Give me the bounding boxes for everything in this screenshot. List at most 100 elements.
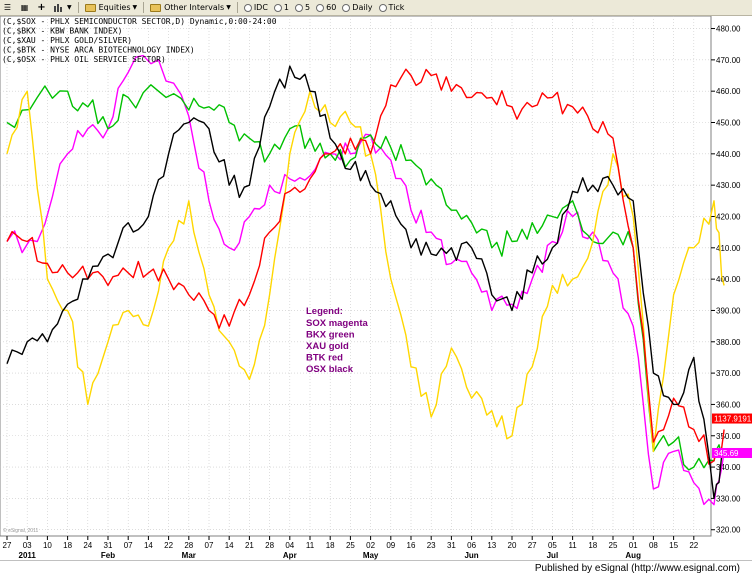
x-tick-label: 08	[649, 541, 658, 550]
interval-label: Daily	[352, 3, 373, 12]
interval-label: 5	[305, 3, 311, 12]
y-tick-label: 460.00	[716, 87, 741, 96]
month-label: Feb	[101, 551, 115, 560]
footer: Published by eSignal (http://www.esignal…	[0, 560, 752, 576]
price-tag-box	[712, 447, 752, 458]
month-label: Jun	[464, 551, 478, 560]
month-label: Apr	[283, 551, 297, 560]
chart-area[interactable]: 480.00 470.00 460.00 450.00 440.00 430.00 420.…	[0, 16, 752, 560]
watermark: © eSignal, 2011	[3, 527, 39, 534]
x-tick-label: 02	[366, 541, 375, 550]
interval-option-tick[interactable]: Tick	[376, 0, 408, 16]
y-tick-label: 400.00	[716, 275, 741, 284]
month-label: Jul	[547, 551, 559, 560]
symbol-header-line: (C,$BKX - KBW BANK INDEX)	[2, 27, 122, 36]
x-tick-label: 04	[285, 541, 294, 550]
x-tick-label: 24	[83, 541, 92, 550]
interval-option-daily[interactable]: Daily	[339, 0, 375, 16]
series-line-osx	[6, 65, 725, 500]
y-tick-label: 450.00	[716, 119, 741, 128]
folder-icon	[150, 3, 162, 12]
toolbar-menu-button[interactable]: ☰	[0, 0, 17, 16]
toolbar-separator	[143, 2, 145, 13]
y-tick-label: 480.00	[716, 25, 741, 34]
interval-option-5[interactable]: 5	[292, 0, 313, 16]
x-tick-label: 09	[386, 541, 395, 550]
x-tick-label: 25	[609, 541, 618, 550]
radio-icon	[378, 3, 387, 12]
x-tick-label: 11	[568, 541, 577, 550]
legend-item: BKX green	[306, 330, 355, 341]
month-label: 2011	[19, 551, 37, 560]
other-intervals-label: Other Intervals	[164, 3, 225, 12]
plot-area	[0, 16, 712, 537]
x-tick-label: 06	[467, 541, 476, 550]
month-label: Mar	[182, 551, 196, 560]
x-tick-label: 18	[326, 541, 335, 550]
symbol-header-line: (C,$OSX - PHLX OIL SERVICE SECTOR)	[2, 55, 166, 64]
radio-icon	[243, 3, 252, 12]
chart-svg: 480.00 470.00 460.00 450.00 440.00 430.00 420.…	[0, 16, 752, 560]
y-tick-label: 340.00	[716, 463, 741, 472]
series-line-bkx	[6, 84, 725, 471]
toolbar-add-button[interactable]: +	[34, 0, 51, 16]
interval-label: 60	[326, 3, 337, 12]
y-tick-label: 320.00	[716, 526, 741, 535]
interval-option-60[interactable]: 60	[313, 0, 339, 16]
interval-option-idc[interactable]: IDC	[241, 0, 271, 16]
x-tick-label: 07	[205, 541, 214, 550]
radio-icon	[316, 3, 325, 12]
x-tick-label: 27	[3, 541, 12, 550]
interval-label: IDC	[253, 3, 268, 12]
x-tick-label: 10	[43, 541, 52, 550]
series-line-btk	[6, 68, 725, 465]
other-intervals-dropdown[interactable]: Other Intervals ▼	[147, 0, 234, 16]
month-label: May	[363, 551, 379, 560]
y-tick-label: 330.00	[716, 494, 741, 503]
symbol-header-line: (C,$BTK - NYSE ARCA BIOTECHNOLOGY INDEX)	[2, 46, 195, 55]
x-tick-label: 18	[588, 541, 597, 550]
toolbar-bars-button[interactable]: ▼	[51, 0, 75, 16]
price-tag-label: 1137.9191	[714, 415, 752, 424]
symbol-header-line: (C,$SOX - PHLX SEMICONDUCTOR SECTOR,D) D…	[2, 17, 277, 26]
x-tick-label: 23	[427, 541, 436, 550]
price-tag-label: 345.69	[714, 449, 739, 458]
equities-label: Equities	[98, 3, 131, 12]
x-tick-label: 03	[23, 541, 32, 550]
x-tick-label: 27	[528, 541, 537, 550]
y-tick-label: 370.00	[716, 369, 741, 378]
folder-icon	[84, 3, 96, 12]
y-tick-label: 350.00	[716, 432, 741, 441]
equities-dropdown[interactable]: Equities ▼	[82, 0, 141, 16]
x-tick-label: 28	[184, 541, 193, 550]
toolbar: ☰ ▦ + ▼ Equities ▼ Other Intervals ▼ IDC…	[0, 0, 752, 16]
y-tick-label: 440.00	[716, 150, 741, 159]
x-tick-label: 21	[245, 541, 254, 550]
x-tick-label: 14	[225, 541, 234, 550]
legend-item: BTK red	[306, 353, 343, 364]
x-tick-label: 01	[629, 541, 638, 550]
y-tick-label: 470.00	[716, 56, 741, 65]
grid-icon: ▦	[20, 3, 29, 12]
x-tick-label: 07	[124, 541, 133, 550]
series-line-sox	[6, 54, 725, 506]
symbol-header-line: (C,$XAU - PHLX GOLD/SILVER)	[2, 36, 132, 45]
chevron-down-icon: ▼	[226, 4, 231, 11]
x-tick-label: 16	[407, 541, 416, 550]
toolbar-separator	[236, 2, 238, 13]
month-label: Aug	[625, 551, 641, 560]
toolbar-grid-button[interactable]: ▦	[17, 0, 34, 16]
interval-label: Tick	[388, 3, 405, 12]
y-tick-label: 390.00	[716, 306, 741, 315]
price-tag-box	[712, 413, 752, 424]
chevron-down-icon: ▼	[67, 4, 72, 11]
x-tick-label: 11	[306, 541, 315, 550]
x-tick-label: 25	[346, 541, 355, 550]
x-tick-label: 15	[669, 541, 678, 550]
x-tick-label: 31	[447, 541, 456, 550]
interval-option-1[interactable]: 1	[271, 0, 292, 16]
radio-icon	[342, 3, 351, 12]
radio-icon	[273, 3, 282, 12]
y-tick-label: 420.00	[716, 212, 741, 221]
x-tick-label: 14	[144, 541, 153, 550]
